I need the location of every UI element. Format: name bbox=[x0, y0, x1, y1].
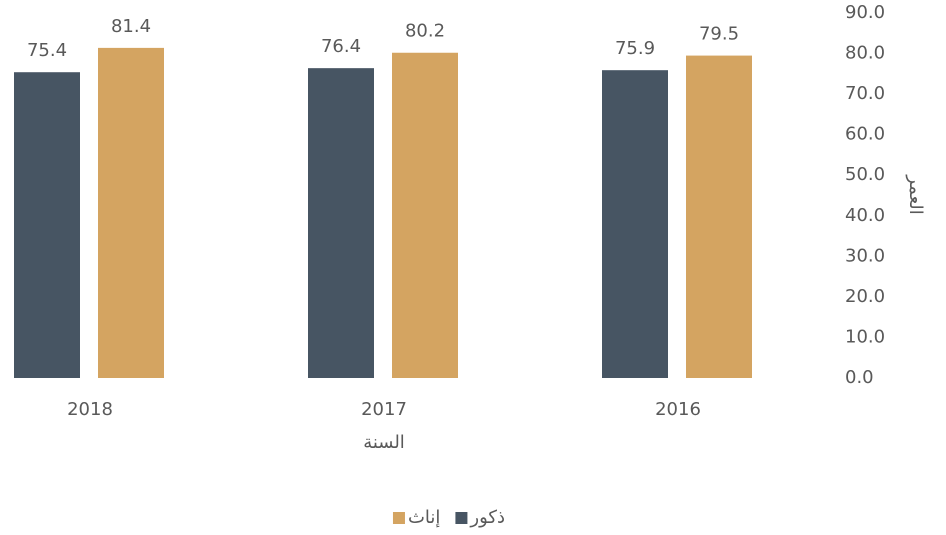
bar bbox=[308, 68, 374, 379]
y-tick-label: 10.0 bbox=[845, 326, 885, 347]
y-tick-label: 30.0 bbox=[845, 245, 885, 266]
y-tick-label: 70.0 bbox=[845, 83, 885, 104]
y-tick-label: 80.0 bbox=[845, 43, 885, 64]
value-label: 79.5 bbox=[699, 24, 739, 45]
bar bbox=[686, 55, 752, 378]
bar bbox=[14, 72, 80, 378]
legend-label: إناث bbox=[408, 507, 440, 528]
y-tick-label: 50.0 bbox=[845, 164, 885, 185]
legend-swatch bbox=[455, 512, 468, 524]
x-axis-title: السنة bbox=[363, 432, 405, 453]
legend-label: ذكور bbox=[469, 507, 505, 528]
y-tick-label: 60.0 bbox=[845, 124, 885, 145]
y-tick-label: 40.0 bbox=[845, 205, 885, 226]
x-tick-label: 2016 bbox=[655, 399, 701, 420]
value-label: 80.2 bbox=[405, 21, 445, 42]
y-tick-label: 0.0 bbox=[845, 367, 874, 388]
y-axis-title: العمر bbox=[905, 174, 926, 215]
bar bbox=[602, 70, 668, 378]
x-tick-label: 2018 bbox=[67, 399, 113, 420]
x-tick-label: 2017 bbox=[361, 399, 407, 420]
y-tick-label: 20.0 bbox=[845, 286, 885, 307]
bar bbox=[392, 52, 458, 378]
value-label: 76.4 bbox=[321, 36, 361, 57]
value-label: 75.4 bbox=[27, 40, 67, 61]
value-label: 81.4 bbox=[111, 16, 151, 37]
value-label: 75.9 bbox=[615, 38, 655, 59]
bar bbox=[98, 47, 164, 378]
y-tick-label: 90.0 bbox=[845, 2, 885, 23]
legend-swatch bbox=[392, 512, 405, 524]
